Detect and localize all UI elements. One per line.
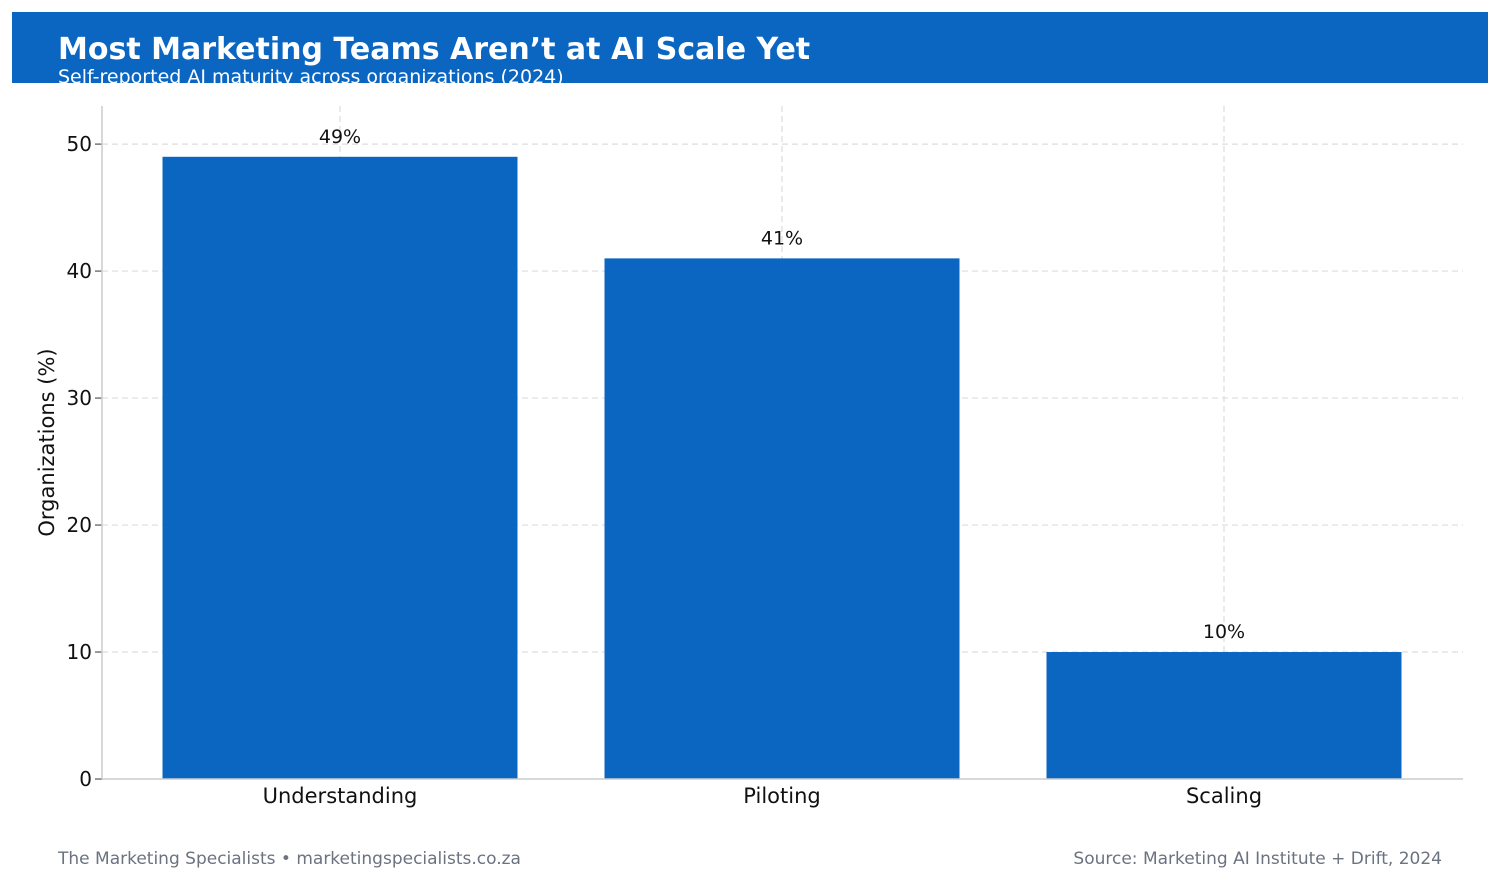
y-axis-label: Organizations (%) <box>35 348 59 536</box>
bar-scaling <box>1046 652 1402 779</box>
axes: 0 10 20 30 40 50 Understanding Piloting Scaling O… <box>35 106 1463 808</box>
y-tick-label: 0 <box>79 767 92 791</box>
x-tick-label: Piloting <box>743 784 820 808</box>
bar-understanding <box>162 156 518 779</box>
header-band: Most Marketing Teams Aren’t at AI Scale … <box>12 12 1488 83</box>
footer-brand: The Marketing Specialists • marketingspe… <box>58 849 521 869</box>
chart-title: Most Marketing Teams Aren’t at AI Scale … <box>58 32 811 67</box>
data-label: 49% <box>319 126 361 148</box>
y-tick-label: 50 <box>67 132 92 156</box>
footer-source: Source: Marketing AI Institute + Drift, … <box>1073 849 1442 869</box>
y-tick-label: 30 <box>67 386 92 410</box>
x-tick-label: Scaling <box>1186 784 1262 808</box>
data-label: 41% <box>761 227 803 249</box>
data-label: 10% <box>1203 621 1245 643</box>
y-tick-label: 40 <box>67 259 92 283</box>
chart-subtitle: Self-reported AI maturity across organiz… <box>58 66 564 83</box>
bar-piloting <box>604 258 960 780</box>
y-tick-label: 10 <box>67 640 92 664</box>
data-labels: 49% 41% 10% <box>319 126 1245 643</box>
bars <box>162 156 1402 780</box>
y-tick-label: 20 <box>67 513 92 537</box>
x-tick-label: Understanding <box>263 784 418 808</box>
